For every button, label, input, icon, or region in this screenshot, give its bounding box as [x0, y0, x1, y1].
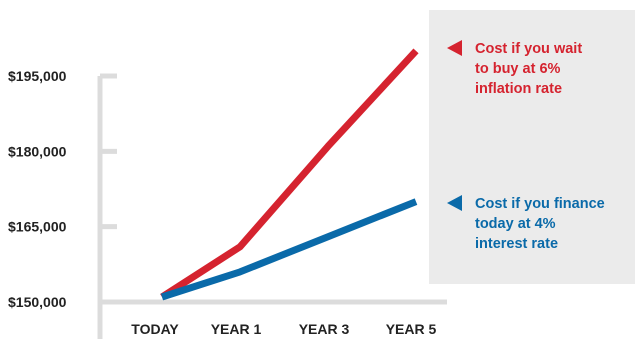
series-line-wait [160, 48, 419, 300]
legend-label: Cost if you finance [475, 196, 605, 212]
x-tick-label: YEAR 1 [211, 321, 262, 337]
y-tick-label: $150,000 [8, 294, 67, 310]
y-tick-label: $180,000 [8, 143, 67, 159]
legend-label: interest rate [475, 236, 558, 252]
x-tick-label: YEAR 5 [386, 321, 437, 337]
y-tick-label: $165,000 [8, 219, 67, 235]
legend-entry: Cost if you finance today at 4% interest r… [447, 195, 605, 252]
series-line-finance [160, 198, 418, 301]
legend-marker-icon [447, 195, 462, 211]
legend-entry: Cost if you wait to buy at 6% inflation ra… [447, 40, 582, 97]
x-tick-label: TODAY [131, 321, 179, 337]
legend-label: to buy at 6% [475, 61, 561, 77]
legend-label: inflation rate [475, 81, 562, 97]
legend-marker-icon [447, 40, 462, 56]
y-tick-label: $195,000 [8, 68, 67, 84]
x-tick-label: YEAR 3 [299, 321, 350, 337]
legend-panel [429, 10, 635, 284]
legend-label: Cost if you wait [475, 41, 582, 57]
legend-label: today at 4% [475, 216, 556, 232]
